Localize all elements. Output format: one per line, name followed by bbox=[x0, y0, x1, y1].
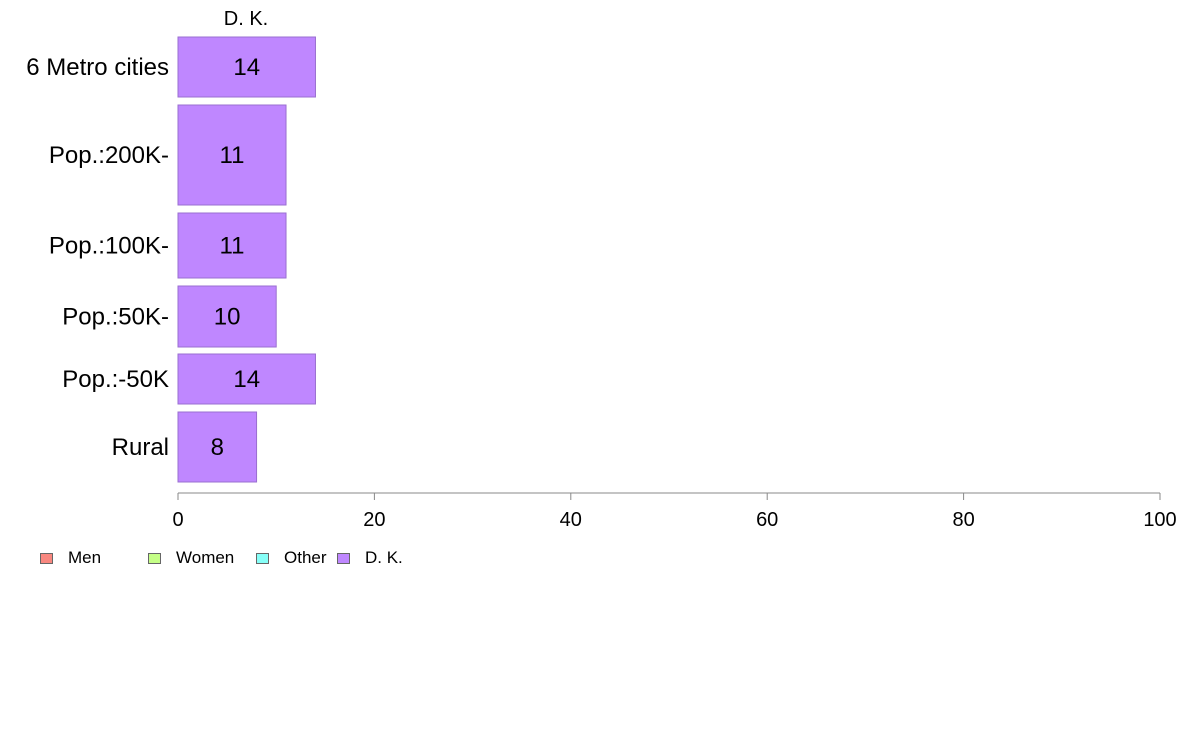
category-label: Rural bbox=[112, 434, 169, 461]
legend: Men Women Other D. K. bbox=[40, 548, 427, 568]
bar-value-label: 11 bbox=[220, 142, 245, 169]
x-tick-label: 80 bbox=[952, 509, 974, 531]
legend-label: Other bbox=[284, 548, 327, 567]
bar-1 bbox=[177, 104, 287, 206]
legend-label: Women bbox=[176, 548, 235, 567]
legend-label: Men bbox=[68, 548, 102, 567]
bar-value-label: 14 bbox=[233, 54, 260, 81]
bar-2 bbox=[177, 212, 287, 279]
category-label: Pop.:100K- bbox=[49, 233, 169, 260]
category-label: Pop.:-50K bbox=[62, 366, 169, 393]
legend-item: Women bbox=[148, 548, 256, 568]
x-tick-label: 60 bbox=[756, 509, 778, 531]
x-axis: 0 20 40 60 80 100 bbox=[172, 492, 1177, 531]
x-tick-label: 20 bbox=[363, 509, 385, 531]
legend-swatch bbox=[40, 552, 53, 564]
x-tick-label: 0 bbox=[172, 509, 183, 531]
legend-swatch bbox=[337, 552, 350, 564]
bar-4 bbox=[177, 353, 316, 405]
category-label: Pop.:50K- bbox=[62, 304, 169, 331]
bar-value-label: 14 bbox=[233, 366, 260, 393]
bar-0 bbox=[177, 36, 316, 98]
category-label: 6 Metro cities bbox=[26, 54, 169, 81]
bar-3 bbox=[177, 285, 277, 348]
legend-item: D. K. bbox=[337, 548, 427, 568]
legend-swatch bbox=[148, 552, 161, 564]
bar-value-label: 11 bbox=[220, 233, 245, 260]
bars-layer: 14 6 Metro cities 11 Pop.:200K- 11 Pop.:100K-… bbox=[26, 36, 316, 483]
bar-value-label: 8 bbox=[211, 434, 224, 461]
legend-item: Men bbox=[40, 548, 148, 568]
category-label: Pop.:200K- bbox=[49, 142, 169, 169]
x-tick-label: 40 bbox=[560, 509, 582, 531]
legend-item: Other bbox=[256, 548, 337, 568]
bar-5 bbox=[177, 411, 258, 483]
x-tick-label: 100 bbox=[1143, 509, 1176, 531]
bar-value-label: 10 bbox=[214, 304, 241, 331]
legend-label: D. K. bbox=[365, 548, 403, 567]
legend-swatch bbox=[256, 552, 269, 564]
chart-title: D. K. bbox=[224, 8, 268, 30]
